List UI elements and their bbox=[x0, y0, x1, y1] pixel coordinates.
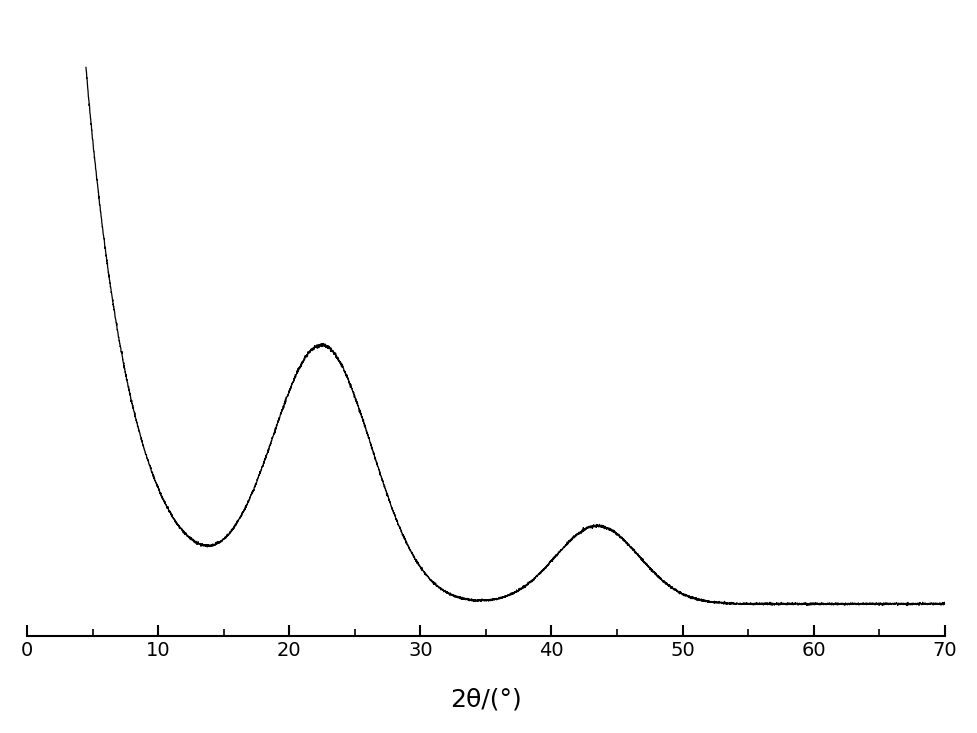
X-axis label: 2θ/(°): 2θ/(°) bbox=[449, 688, 522, 712]
